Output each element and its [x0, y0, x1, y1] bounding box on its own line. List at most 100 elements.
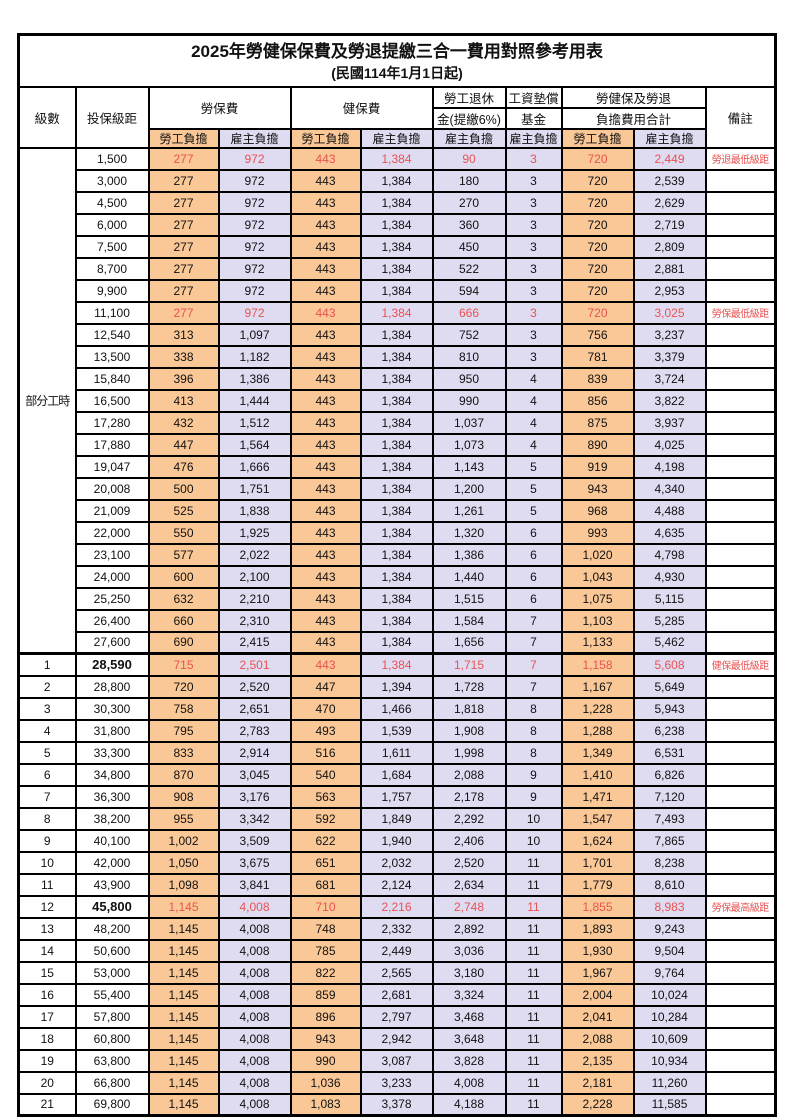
subheader-pension-employer: 雇主負擔: [431, 127, 507, 149]
total-employee-cell: 875: [560, 410, 635, 435]
health-employer-cell: 2,681: [359, 982, 434, 1007]
health-employee-cell: 443: [289, 542, 362, 567]
pension-employer-cell: 180: [431, 168, 507, 193]
health-employee-cell: 443: [289, 212, 362, 237]
total-employer-cell: 2,953: [632, 278, 707, 303]
total-employee-cell: 1,855: [560, 894, 635, 919]
total-employee-cell: 720: [560, 190, 635, 215]
total-employer-cell: 5,115: [632, 586, 707, 611]
labor-employer-cell: 972: [217, 300, 292, 325]
total-employer-cell: 10,284: [632, 1004, 707, 1029]
health-employer-cell: 1,394: [359, 674, 434, 699]
wage-fund-employer-cell: 5: [504, 454, 563, 479]
total-employee-cell: 2,041: [560, 1004, 635, 1029]
labor-employee-cell: 277: [147, 168, 220, 193]
labor-employer-cell: 972: [217, 256, 292, 281]
wage-fund-employer-cell: 3: [504, 322, 563, 347]
total-employee-cell: 1,075: [560, 586, 635, 611]
labor-employer-cell: 4,008: [217, 894, 292, 919]
health-employer-cell: 1,384: [359, 300, 434, 325]
total-employee-cell: 1,228: [560, 696, 635, 721]
premium-reference-table: 2025年勞健保保費及勞退提繳三合一費用對照參考用表 (民國114年1月1日起)…: [17, 33, 778, 1117]
bracket-cell: 30,300: [74, 696, 150, 721]
wage-fund-employer-cell: 11: [504, 1026, 563, 1051]
subheader-labor-employee: 勞工負擔: [147, 127, 220, 149]
pension-employer-cell: 1,037: [431, 410, 507, 435]
pension-employer-cell: 3,180: [431, 960, 507, 985]
health-employer-cell: 2,565: [359, 960, 434, 985]
total-employer-cell: 10,934: [632, 1048, 707, 1073]
subheader-total-employee: 勞工負擔: [560, 127, 635, 149]
health-employee-cell: 1,036: [289, 1070, 362, 1095]
total-employee-cell: 1,624: [560, 828, 635, 853]
total-employer-cell: 2,539: [632, 168, 707, 193]
labor-employer-cell: 1,666: [217, 454, 292, 479]
bracket-cell: 27,600: [74, 630, 150, 655]
total-employer-cell: 9,504: [632, 938, 707, 963]
health-employee-cell: 443: [289, 256, 362, 281]
pension-employer-cell: 270: [431, 190, 507, 215]
labor-employee-cell: 313: [147, 322, 220, 347]
labor-employer-cell: 2,520: [217, 674, 292, 699]
health-employee-cell: 1,083: [289, 1092, 362, 1117]
bracket-cell: 22,000: [74, 520, 150, 545]
total-employee-cell: 1,288: [560, 718, 635, 743]
page-title: 2025年勞健保保費及勞退提繳三合一費用對照參考用表: [191, 42, 603, 62]
labor-employer-cell: 2,651: [217, 696, 292, 721]
total-employer-cell: 2,629: [632, 190, 707, 215]
wage-fund-employer-cell: 3: [504, 344, 563, 369]
health-employer-cell: 1,849: [359, 806, 434, 831]
remark-cell: [704, 410, 777, 435]
remark-cell: [704, 938, 777, 963]
health-employee-cell: 710: [289, 894, 362, 919]
remark-cell: [704, 674, 777, 699]
bracket-cell: 36,300: [74, 784, 150, 809]
labor-employer-cell: 2,022: [217, 542, 292, 567]
remark-cell: [704, 190, 777, 215]
part-time-label: 部分工時: [17, 146, 77, 655]
pension-employer-cell: 950: [431, 366, 507, 391]
bracket-cell: 13,500: [74, 344, 150, 369]
labor-employee-cell: 277: [147, 300, 220, 325]
remark-cell: [704, 278, 777, 303]
health-employee-cell: 443: [289, 586, 362, 611]
health-employer-cell: 1,384: [359, 476, 434, 501]
bracket-cell: 7,500: [74, 234, 150, 259]
health-employee-cell: 443: [289, 146, 362, 171]
level-cell: 21: [17, 1092, 77, 1117]
health-employee-cell: 443: [289, 432, 362, 457]
col-header-pension-line2: 金(提繳6%): [431, 106, 507, 130]
labor-employer-cell: 3,176: [217, 784, 292, 809]
bracket-cell: 4,500: [74, 190, 150, 215]
table-row: 15 53,000 1,145 4,008 822 2,565 3,180 11 1,967 9,…: [17, 960, 777, 985]
bracket-cell: 11,100: [74, 300, 150, 325]
health-employee-cell: 540: [289, 762, 362, 787]
wage-fund-employer-cell: 3: [504, 190, 563, 215]
labor-employee-cell: 1,145: [147, 938, 220, 963]
pension-employer-cell: 522: [431, 256, 507, 281]
health-employer-cell: 1,384: [359, 630, 434, 655]
total-employer-cell: 8,238: [632, 850, 707, 875]
total-employer-cell: 2,809: [632, 234, 707, 259]
bracket-cell: 50,600: [74, 938, 150, 963]
table-row: 3,000 277 972 443 1,384 180 3 720 2,539: [19, 168, 777, 193]
health-employer-cell: 1,384: [359, 256, 434, 281]
labor-employee-cell: 1,145: [147, 982, 220, 1007]
wage-fund-employer-cell: 11: [504, 916, 563, 941]
labor-employee-cell: 432: [147, 410, 220, 435]
remark-cell: [704, 696, 777, 721]
bracket-cell: 34,800: [74, 762, 150, 787]
labor-employee-cell: 338: [147, 344, 220, 369]
wage-fund-employer-cell: 11: [504, 850, 563, 875]
remark-cell: [704, 1048, 777, 1073]
health-employee-cell: 443: [289, 476, 362, 501]
table-row: 12,540 313 1,097 443 1,384 752 3 756 3,237: [19, 322, 777, 347]
bracket-cell: 53,000: [74, 960, 150, 985]
subheader-wage-fund-employer: 雇主負擔: [504, 127, 563, 149]
level-cell: 16: [17, 982, 77, 1007]
bracket-cell: 28,590: [74, 652, 150, 677]
total-employee-cell: 856: [560, 388, 635, 413]
total-employer-cell: 5,285: [632, 608, 707, 633]
health-employee-cell: 443: [289, 322, 362, 347]
